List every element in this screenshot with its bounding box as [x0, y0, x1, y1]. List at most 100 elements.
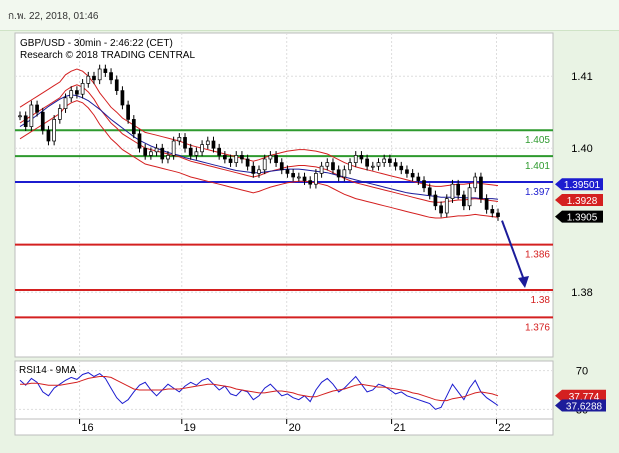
price-badge-label: 1.3928: [567, 196, 598, 207]
candle-body: [234, 155, 239, 163]
candle-body: [217, 147, 222, 156]
candle-body: [444, 198, 449, 214]
candle-body: [450, 183, 455, 199]
candle-body: [473, 176, 478, 189]
candle-body: [359, 155, 364, 160]
x-axis: 16 19 20 21 22: [79, 419, 511, 434]
candle-body: [427, 187, 432, 196]
candle-body: [462, 194, 466, 207]
x-tick-label: 19: [184, 422, 196, 434]
candle-body: [319, 165, 324, 174]
price-badge-label: 1.39501: [564, 180, 601, 191]
candle-body: [103, 68, 108, 73]
candle-body: [240, 155, 244, 160]
candle-body: [114, 79, 119, 91]
candle-body: [154, 147, 159, 153]
candle-body: [257, 169, 261, 174]
candle-body: [166, 155, 170, 160]
candle-body: [496, 212, 500, 217]
candle-body: [353, 155, 358, 163]
rsi-grid: [15, 370, 553, 410]
header-bar: ก.พ. 22, 2018, 01:46: [0, 0, 619, 31]
candle-body: [376, 162, 381, 167]
candle-body: [200, 144, 204, 153]
candle-body: [109, 72, 113, 81]
x-axis-strip: [14, 418, 554, 436]
candle-body: [456, 183, 461, 196]
rsi-badge-label: 37.6288: [566, 401, 603, 412]
forecast-arrow-head: [518, 276, 529, 289]
candle-body: [18, 115, 22, 118]
chart-subtitle: Research © 2018 TRADING CENTRAL: [20, 50, 195, 61]
candle-body: [285, 169, 290, 174]
rsi-badge: [555, 389, 606, 402]
candle-body: [251, 165, 256, 174]
level-label: 1.405: [525, 135, 550, 146]
candle-body: [245, 158, 250, 167]
price-tick-label: 1.40: [571, 143, 592, 155]
candle-body: [75, 90, 79, 95]
price-tick-label: 1.41: [571, 71, 592, 83]
rsi-badge-label: 37.774: [569, 392, 600, 403]
price-candles: [18, 64, 500, 221]
candle-body: [490, 209, 495, 214]
candle-body: [388, 158, 392, 163]
candle-body: [274, 155, 278, 163]
candle-body: [296, 176, 301, 179]
candle-body: [268, 155, 273, 160]
forecast-arrow: [501, 220, 529, 289]
level-label: 1.376: [525, 322, 550, 333]
candle-body: [291, 173, 295, 178]
candle-body: [348, 162, 352, 171]
candle-body: [52, 119, 56, 142]
level-label: 1.397: [525, 187, 550, 198]
price-levels: 1.405 1.401 1.397 1.386 1.38 1.376: [15, 129, 553, 333]
candle-body: [331, 162, 335, 171]
level-label: 1.38: [531, 295, 551, 306]
candle-body: [86, 75, 91, 84]
rsi-lines: [19, 372, 499, 410]
candle-body: [183, 137, 187, 149]
candle-body: [177, 137, 182, 142]
candle-body: [63, 97, 68, 109]
rsi-title: RSI14 - 9MA: [19, 365, 77, 376]
candle-body: [137, 133, 142, 149]
candle-body: [223, 155, 227, 160]
candle-body: [205, 140, 210, 145]
candle-body: [160, 147, 165, 160]
forecast-arrow-shaft: [501, 220, 525, 281]
candle-body: [126, 104, 130, 120]
candle-body: [171, 140, 176, 156]
candle-body: [336, 169, 341, 178]
candle-body: [467, 187, 472, 207]
candle-body: [120, 90, 125, 106]
level-label: 1.386: [525, 250, 550, 261]
price-panel: [14, 32, 554, 358]
lower-band-line: [19, 100, 499, 219]
rsi-tick-label: 70: [576, 366, 588, 378]
candle-body: [228, 158, 233, 163]
level-label: 1.401: [525, 161, 550, 172]
candle-body: [149, 151, 153, 156]
candle-body: [46, 129, 51, 142]
candle-body: [302, 176, 307, 181]
candle-body: [370, 165, 375, 168]
price-axis: 1.41 1.40 1.38: [571, 71, 592, 299]
candle-body: [410, 173, 415, 178]
candle-body: [416, 176, 421, 181]
candle-body: [35, 104, 39, 113]
rsi-series-line: [20, 376, 499, 402]
candle-body: [279, 162, 284, 171]
price-badge-label: 1.3905: [567, 213, 598, 224]
price-tick-label: 1.38: [571, 287, 592, 299]
candle-body: [262, 158, 267, 171]
candle-body: [484, 198, 489, 210]
candle-body: [422, 180, 426, 189]
candle-body: [97, 68, 102, 81]
candle-body: [57, 108, 62, 120]
x-tick-label: 21: [393, 422, 405, 434]
candle-body: [399, 165, 404, 171]
